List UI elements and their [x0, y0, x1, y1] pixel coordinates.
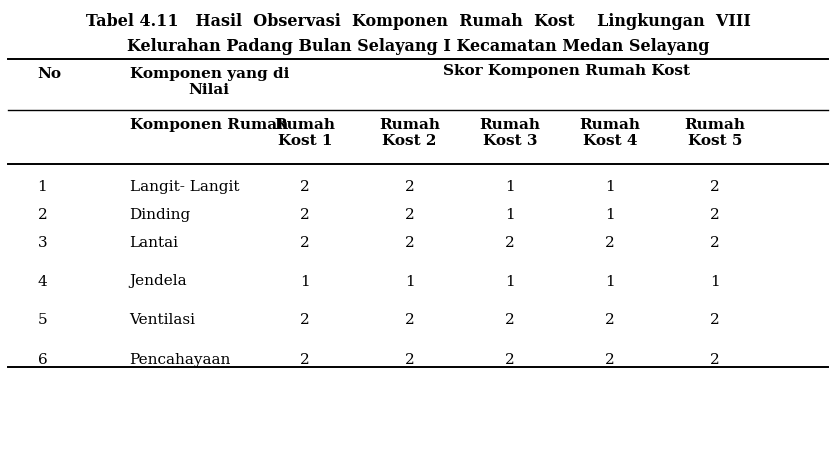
Text: Kelurahan Padang Bulan Selayang I Kecamatan Medan Selayang: Kelurahan Padang Bulan Selayang I Kecama…: [127, 38, 709, 55]
Text: 1: 1: [38, 180, 48, 194]
Text: 1: 1: [505, 180, 515, 194]
Text: 2: 2: [710, 180, 720, 194]
Text: 3: 3: [38, 236, 48, 250]
Text: Rumah
Kost 3: Rumah Kost 3: [480, 118, 540, 148]
Text: 1: 1: [605, 208, 615, 222]
Text: Langit- Langit: Langit- Langit: [130, 180, 239, 194]
Text: 2: 2: [300, 180, 310, 194]
Text: 2: 2: [605, 353, 615, 367]
Text: 2: 2: [405, 313, 415, 327]
Text: Pencahayaan: Pencahayaan: [130, 353, 231, 367]
Text: 2: 2: [505, 236, 515, 250]
Text: 1: 1: [605, 274, 615, 288]
Text: 2: 2: [710, 208, 720, 222]
Text: 2: 2: [505, 353, 515, 367]
Text: Skor Komponen Rumah Kost: Skor Komponen Rumah Kost: [443, 64, 690, 78]
Text: Rumah
Kost 5: Rumah Kost 5: [685, 118, 745, 148]
Text: 2: 2: [300, 313, 310, 327]
Text: 2: 2: [710, 353, 720, 367]
Text: 2: 2: [710, 313, 720, 327]
Text: Tabel 4.11   Hasil  Observasi  Komponen  Rumah  Kost    Lingkungan  VIII: Tabel 4.11 Hasil Observasi Komponen Ruma…: [85, 14, 751, 31]
Text: 1: 1: [405, 274, 415, 288]
Text: 2: 2: [300, 208, 310, 222]
Text: 2: 2: [505, 313, 515, 327]
Text: Komponen yang di
Nilai: Komponen yang di Nilai: [130, 67, 289, 97]
Text: Rumah
Kost 2: Rumah Kost 2: [380, 118, 440, 148]
Text: 2: 2: [38, 208, 48, 222]
Text: 5: 5: [38, 313, 48, 327]
Text: 1: 1: [710, 274, 720, 288]
Text: Dinding: Dinding: [130, 208, 191, 222]
Text: 2: 2: [300, 236, 310, 250]
Text: 1: 1: [505, 208, 515, 222]
Text: 1: 1: [605, 180, 615, 194]
Text: Ventilasi: Ventilasi: [130, 313, 196, 327]
Text: Komponen Rumah: Komponen Rumah: [130, 118, 288, 132]
Text: 2: 2: [605, 236, 615, 250]
Text: 2: 2: [405, 180, 415, 194]
Text: 2: 2: [405, 208, 415, 222]
Text: Rumah
Kost 4: Rumah Kost 4: [580, 118, 640, 148]
Text: 2: 2: [405, 236, 415, 250]
Text: 4: 4: [38, 274, 48, 288]
Text: 2: 2: [710, 236, 720, 250]
Text: 1: 1: [300, 274, 310, 288]
Text: 2: 2: [605, 313, 615, 327]
Text: Lantai: Lantai: [130, 236, 179, 250]
Text: No: No: [38, 67, 62, 81]
Text: 6: 6: [38, 353, 48, 367]
Text: 1: 1: [505, 274, 515, 288]
Text: 2: 2: [405, 353, 415, 367]
Text: Rumah
Kost 1: Rumah Kost 1: [275, 118, 335, 148]
Text: 2: 2: [300, 353, 310, 367]
Text: Jendela: Jendela: [130, 274, 187, 288]
